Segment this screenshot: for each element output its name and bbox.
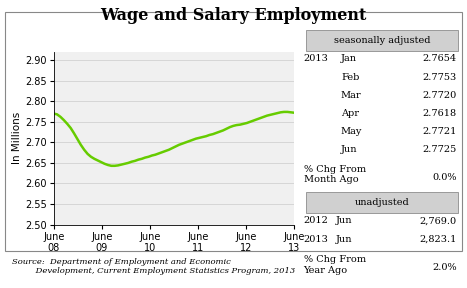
Text: unadjusted: unadjusted (354, 198, 409, 207)
Text: 2012: 2012 (304, 216, 328, 225)
Text: Source:  Department of Employment and Economic
         Development, Current Emp: Source: Department of Employment and Eco… (12, 258, 295, 275)
Text: Jun: Jun (336, 216, 353, 225)
Text: 2.7618: 2.7618 (423, 109, 457, 118)
Text: 2.7753: 2.7753 (423, 73, 457, 82)
Text: 2,823.1: 2,823.1 (419, 235, 457, 244)
Text: Feb: Feb (341, 73, 359, 82)
Text: 2,769.0: 2,769.0 (420, 216, 457, 225)
Text: 2.7654: 2.7654 (423, 54, 457, 63)
Text: Mar: Mar (341, 91, 361, 100)
Text: May: May (341, 127, 362, 136)
Text: Jun: Jun (336, 235, 353, 244)
Text: Jun: Jun (341, 145, 357, 154)
Text: 2.7725: 2.7725 (423, 145, 457, 154)
Text: 2.7720: 2.7720 (423, 91, 457, 100)
Text: seasonally adjusted: seasonally adjusted (333, 36, 430, 45)
Text: Apr: Apr (341, 109, 359, 118)
Text: Jan: Jan (341, 54, 357, 63)
Text: Wage and Salary Employment: Wage and Salary Employment (100, 7, 367, 24)
Text: 2.7721: 2.7721 (422, 127, 457, 136)
Y-axis label: In Millions: In Millions (12, 112, 22, 164)
Text: % Chg From
Year Ago: % Chg From Year Ago (304, 255, 366, 274)
Text: 2013: 2013 (304, 235, 328, 244)
Text: 2013: 2013 (304, 54, 328, 63)
Text: 0.0%: 0.0% (432, 173, 457, 182)
Text: 2.0%: 2.0% (432, 263, 457, 272)
Text: % Chg From
Month Ago: % Chg From Month Ago (304, 165, 366, 184)
